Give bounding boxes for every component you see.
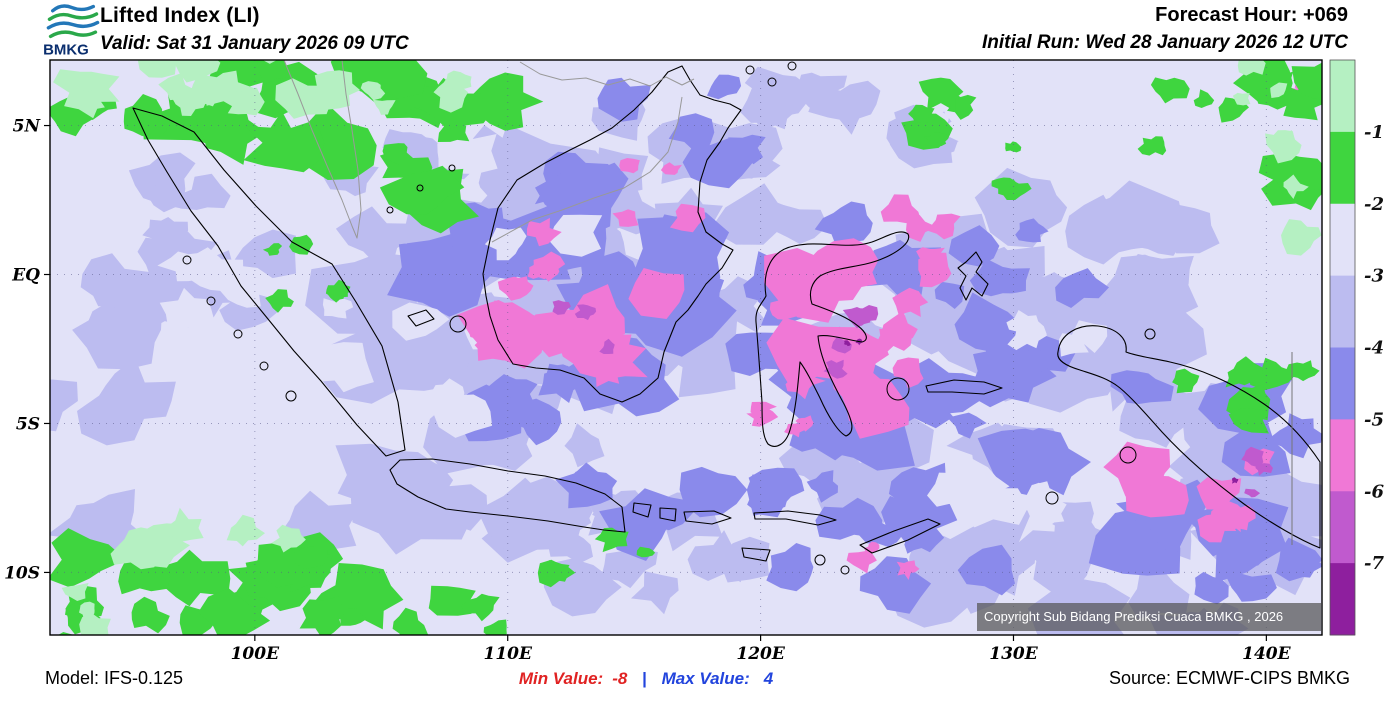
svg-text:130E: 130E (989, 644, 1038, 664)
bmkg-logo: BMKG (42, 1, 104, 59)
svg-text:110E: 110E (483, 644, 532, 664)
svg-text:-7: -7 (1364, 553, 1384, 574)
copyright-overlay: Copyright Sub Bidang Prediksi Cuaca BMKG… (977, 603, 1321, 631)
title-block: Lifted Index (LI) Valid: Sat 31 January … (100, 4, 409, 55)
svg-text:100E: 100E (231, 644, 280, 664)
svg-text:5S: 5S (16, 414, 40, 434)
svg-text:EQ: EQ (11, 266, 40, 286)
bmkg-logo-text: BMKG (43, 42, 89, 59)
svg-text:120E: 120E (736, 644, 785, 664)
svg-text:140E: 140E (1242, 644, 1291, 664)
minmax-separator: | (642, 669, 647, 688)
run-info-block: Forecast Hour: +069 Initial Run: Wed 28 … (982, 4, 1348, 54)
valid-time-label: Valid: Sat 31 January 2026 09 UTC (100, 33, 409, 54)
min-value-label: Min Value: (518, 669, 604, 688)
svg-text:-6: -6 (1364, 481, 1384, 502)
max-value-label: Max Value: (661, 669, 750, 688)
svg-text:-3: -3 (1364, 266, 1384, 287)
bmkg-logo-icon: BMKG (43, 4, 100, 59)
svg-text:5N: 5N (13, 117, 42, 137)
source-label: Source: ECMWF-CIPS BMKG (1108, 668, 1350, 688)
min-value: -8 (612, 669, 628, 688)
minmax-values: Min Value: -8 | Max Value: 4 (519, 669, 773, 689)
forecast-hour-label: Forecast Hour: +069 (1155, 4, 1348, 26)
model-label: Model: IFS-0.125 (45, 668, 184, 688)
svg-text:10S: 10S (4, 563, 40, 583)
svg-text:-2: -2 (1364, 194, 1384, 215)
svg-text:-5: -5 (1364, 409, 1384, 430)
svg-text:-4: -4 (1364, 338, 1384, 359)
page-title: Lifted Index (LI) (100, 4, 260, 27)
header: BMKG Lifted Index (LI) Valid: Sat 31 Jan… (0, 0, 1400, 60)
initial-run-label: Initial Run: Wed 28 January 2026 12 UTC (981, 32, 1348, 53)
svg-text:-1: -1 (1364, 122, 1384, 143)
max-value: 4 (763, 669, 774, 688)
footer: Model: IFS-0.125 Min Value: -8 | Max Valu… (0, 668, 1400, 689)
